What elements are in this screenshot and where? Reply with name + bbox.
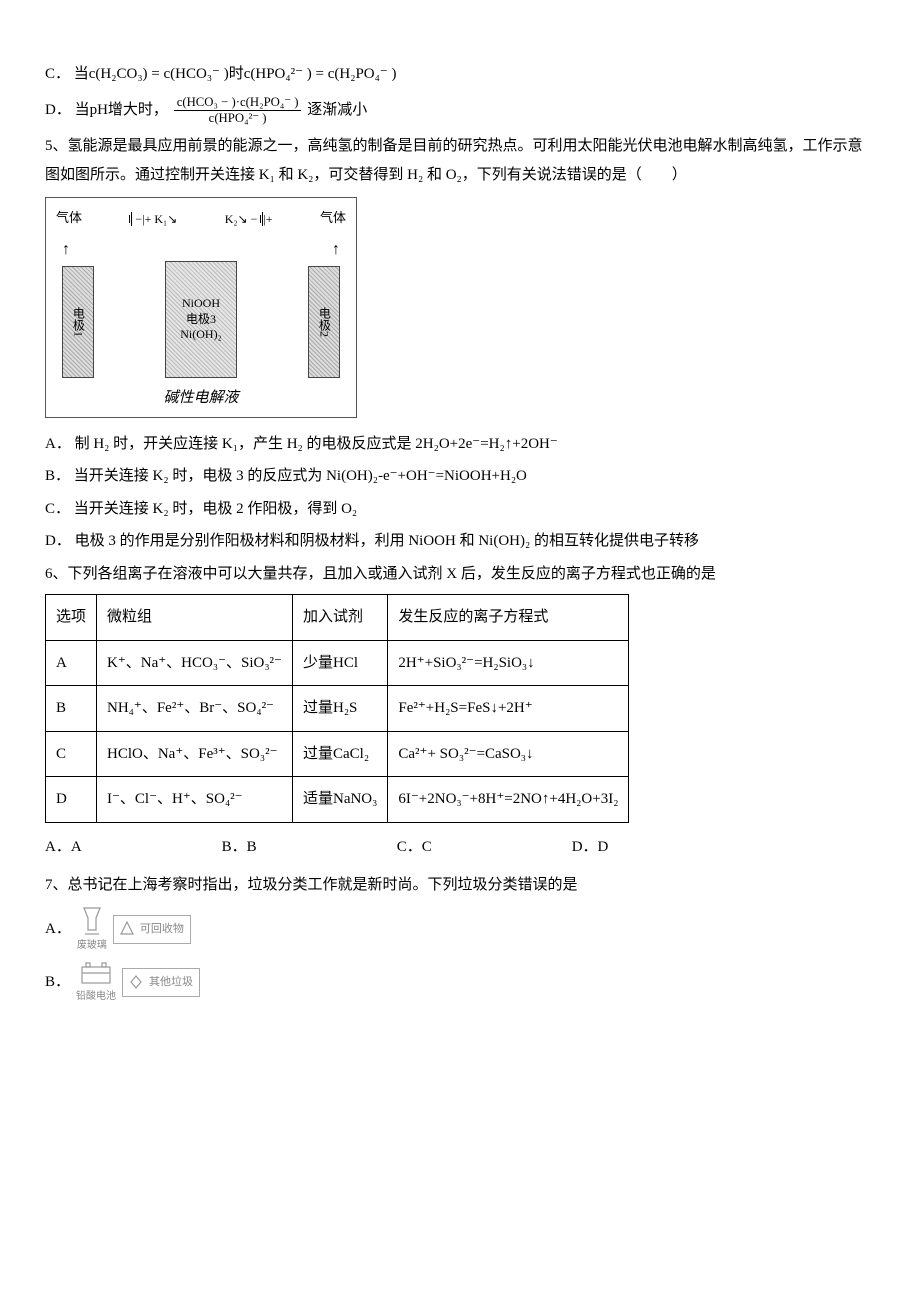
option-label: B．: [45, 468, 70, 484]
table-cell: C: [46, 731, 97, 777]
gas-label-left: 气体: [56, 206, 82, 231]
q6-option-b: B．B: [222, 833, 257, 862]
q6-options-row: A．A B．B C．C D．D: [45, 833, 875, 862]
switch-k2: K₂↘ − |+: [225, 208, 273, 231]
diagram-top-row: 气体 −|+ K₁↘ K₂↘ − |+ 气体: [56, 206, 346, 231]
electrode-3-line1: NiOOH: [182, 296, 220, 312]
q5-option-c: C． 当开关连接 K₂ 时，电极 2 作阳极，得到 O₂: [45, 495, 875, 524]
table-row: B NH₄⁺、Fe²⁺、Br⁻、SO₄²⁻ 过量H₂S Fe²⁺+H₂S=FeS…: [46, 686, 629, 732]
fraction: c(HCO₃ − )·c(H₂PO₄⁻ ) c(HPO₄²⁻ ): [172, 95, 304, 127]
option-text: 制 H₂ 时，开关应连接 K₁，产生 H₂ 的电极反应式是 2H₂O+2e⁻=H…: [75, 436, 558, 452]
q4-option-c: C． 当c(H₂CO₃) = c(HCO₃⁻ )时c(HPO₄²⁻ ) = c(…: [45, 60, 875, 89]
q5-stem: 5、氢能源是最具应用前景的能源之一，高纯氢的制备是目前的研究热点。可利用太阳能光…: [45, 132, 875, 189]
table-row: C HClO、Na⁺、Fe³⁺、SO₃²⁻ 过量CaCl₂ Ca²⁺+ SO₃²…: [46, 731, 629, 777]
option-label: C．: [45, 66, 70, 82]
option-text: 当开关连接 K₂ 时，电极 2 作阳极，得到 O₂: [74, 501, 357, 517]
table-cell: K⁺、Na⁺、HCO₃⁻、SiO₃²⁻: [97, 640, 293, 686]
table-cell: 适量NaNO₃: [292, 777, 387, 823]
table-cell: 少量HCl: [292, 640, 387, 686]
option-label: B．: [45, 968, 70, 997]
table-cell: D: [46, 777, 97, 823]
table-cell: 6I⁻+2NO₃⁻+8H⁺=2NO↑+4H₂O+3I₂: [388, 777, 629, 823]
q6-table: 选项 微粒组 加入试剂 发生反应的离子方程式 A K⁺、Na⁺、HCO₃⁻、Si…: [45, 594, 629, 823]
q5-option-d: D． 电极 3 的作用是分别作阳极材料和阴极材料，利用 NiOOH 和 Ni(O…: [45, 527, 875, 556]
arrow-up-icon: ↑: [332, 235, 340, 265]
q6-option-d: D．D: [572, 833, 609, 862]
gas-label-right: 气体: [320, 206, 346, 231]
option-label: D．: [45, 533, 71, 549]
table-cell: B: [46, 686, 97, 732]
table-cell: NH₄⁺、Fe²⁺、Br⁻、SO₄²⁻: [97, 686, 293, 732]
other-waste-box: 其他垃圾: [122, 968, 200, 997]
table-cell: A: [46, 640, 97, 686]
diagram-electrodes: 电极1 NiOOH 电极3 Ni(OH)₂ 电极2: [56, 261, 346, 378]
q6-stem: 6、下列各组离子在溶液中可以大量共存，且加入或通入试剂 X 后，发生反应的离子方…: [45, 560, 875, 589]
electrode-3-line3: Ni(OH)₂: [180, 327, 222, 343]
table-row: A K⁺、Na⁺、HCO₃⁻、SiO₃²⁻ 少量HCl 2H⁺+SiO₃²⁻=H…: [46, 640, 629, 686]
electrode-2: 电极2: [308, 266, 340, 378]
electrolyte-label: 碱性电解液: [56, 384, 346, 413]
table-cell: 过量CaCl₂: [292, 731, 387, 777]
recycle-icon: [118, 920, 136, 938]
option-text: 电极 3 的作用是分别作阳极材料和阴极材料，利用 NiOOH 和 Ni(OH)₂…: [75, 533, 699, 549]
option-label: A．: [45, 915, 71, 944]
table-cell: Fe²⁺+H₂S=FeS↓+2H⁺: [388, 686, 629, 732]
q7-option-a: A． 废玻璃 可回收物: [45, 904, 875, 955]
table-cell: HClO、Na⁺、Fe³⁺、SO₃²⁻: [97, 731, 293, 777]
table-cell: 2H⁺+SiO₃²⁻=H₂SiO₃↓: [388, 640, 629, 686]
box-text: 可回收物: [140, 919, 184, 940]
q5-option-b: B． 当开关连接 K₂ 时，电极 3 的反应式为 Ni(OH)₂-e⁻+OH⁻=…: [45, 462, 875, 491]
battery-icon: 铅酸电池: [76, 959, 116, 1006]
box-text: 其他垃圾: [149, 972, 193, 993]
icon-caption: 废玻璃: [77, 936, 107, 955]
option-label: C．: [45, 501, 70, 517]
option-text-prefix: 当pH增大时，: [75, 102, 168, 118]
table-cell: Ca²⁺+ SO₃²⁻=CaSO₃↓: [388, 731, 629, 777]
table-header: 发生反应的离子方程式: [388, 595, 629, 641]
table-cell: I⁻、Cl⁻、H⁺、SO₄²⁻: [97, 777, 293, 823]
electrode-3-line2: 电极3: [186, 312, 216, 328]
other-waste-icon: [127, 973, 145, 991]
switch-k1: −|+ K₁↘: [129, 208, 177, 231]
q6-option-c: C．C: [397, 833, 432, 862]
q7-option-b: B． 铅酸电池 其他垃圾: [45, 959, 875, 1006]
option-text: 当开关连接 K₂ 时，电极 3 的反应式为 Ni(OH)₂-e⁻+OH⁻=NiO…: [74, 468, 527, 484]
option-text-suffix: 逐渐减小: [307, 102, 367, 118]
recyclable-box: 可回收物: [113, 915, 191, 944]
table-header: 加入试剂: [292, 595, 387, 641]
q6-option-a: A．A: [45, 833, 82, 862]
electrode-1: 电极1: [62, 266, 94, 378]
table-row: D I⁻、Cl⁻、H⁺、SO₄²⁻ 适量NaNO₃ 6I⁻+2NO₃⁻+8H⁺=…: [46, 777, 629, 823]
q4-option-d: D． 当pH增大时， c(HCO₃ − )·c(H₂PO₄⁻ ) c(HPO₄²…: [45, 95, 875, 127]
table-header: 微粒组: [97, 595, 293, 641]
option-text: 当c(H₂CO₃) = c(HCO₃⁻ )时c(HPO₄²⁻ ) = c(H₂P…: [74, 66, 397, 82]
q7-stem: 7、总书记在上海考察时指出，垃圾分类工作就是新时尚。下列垃圾分类错误的是: [45, 871, 875, 900]
option-label: A．: [45, 436, 71, 452]
table-header-row: 选项 微粒组 加入试剂 发生反应的离子方程式: [46, 595, 629, 641]
fraction-numerator: c(HCO₃ − )·c(H₂PO₄⁻ ): [174, 95, 302, 111]
glass-icon: 废玻璃: [77, 904, 107, 955]
table-cell: 过量H₂S: [292, 686, 387, 732]
electrode-3: NiOOH 电极3 Ni(OH)₂: [165, 261, 237, 378]
q5-option-a: A． 制 H₂ 时，开关应连接 K₁，产生 H₂ 的电极反应式是 2H₂O+2e…: [45, 430, 875, 459]
icon-caption: 铅酸电池: [76, 987, 116, 1006]
option-label: D．: [45, 102, 71, 118]
q5-diagram: 气体 −|+ K₁↘ K₂↘ − |+ 气体 ↑ ↑ 电极1 NiOOH 电极3…: [45, 197, 357, 418]
arrow-up-icon: ↑: [62, 235, 70, 265]
fraction-denominator: c(HPO₄²⁻ ): [174, 111, 302, 126]
table-header: 选项: [46, 595, 97, 641]
